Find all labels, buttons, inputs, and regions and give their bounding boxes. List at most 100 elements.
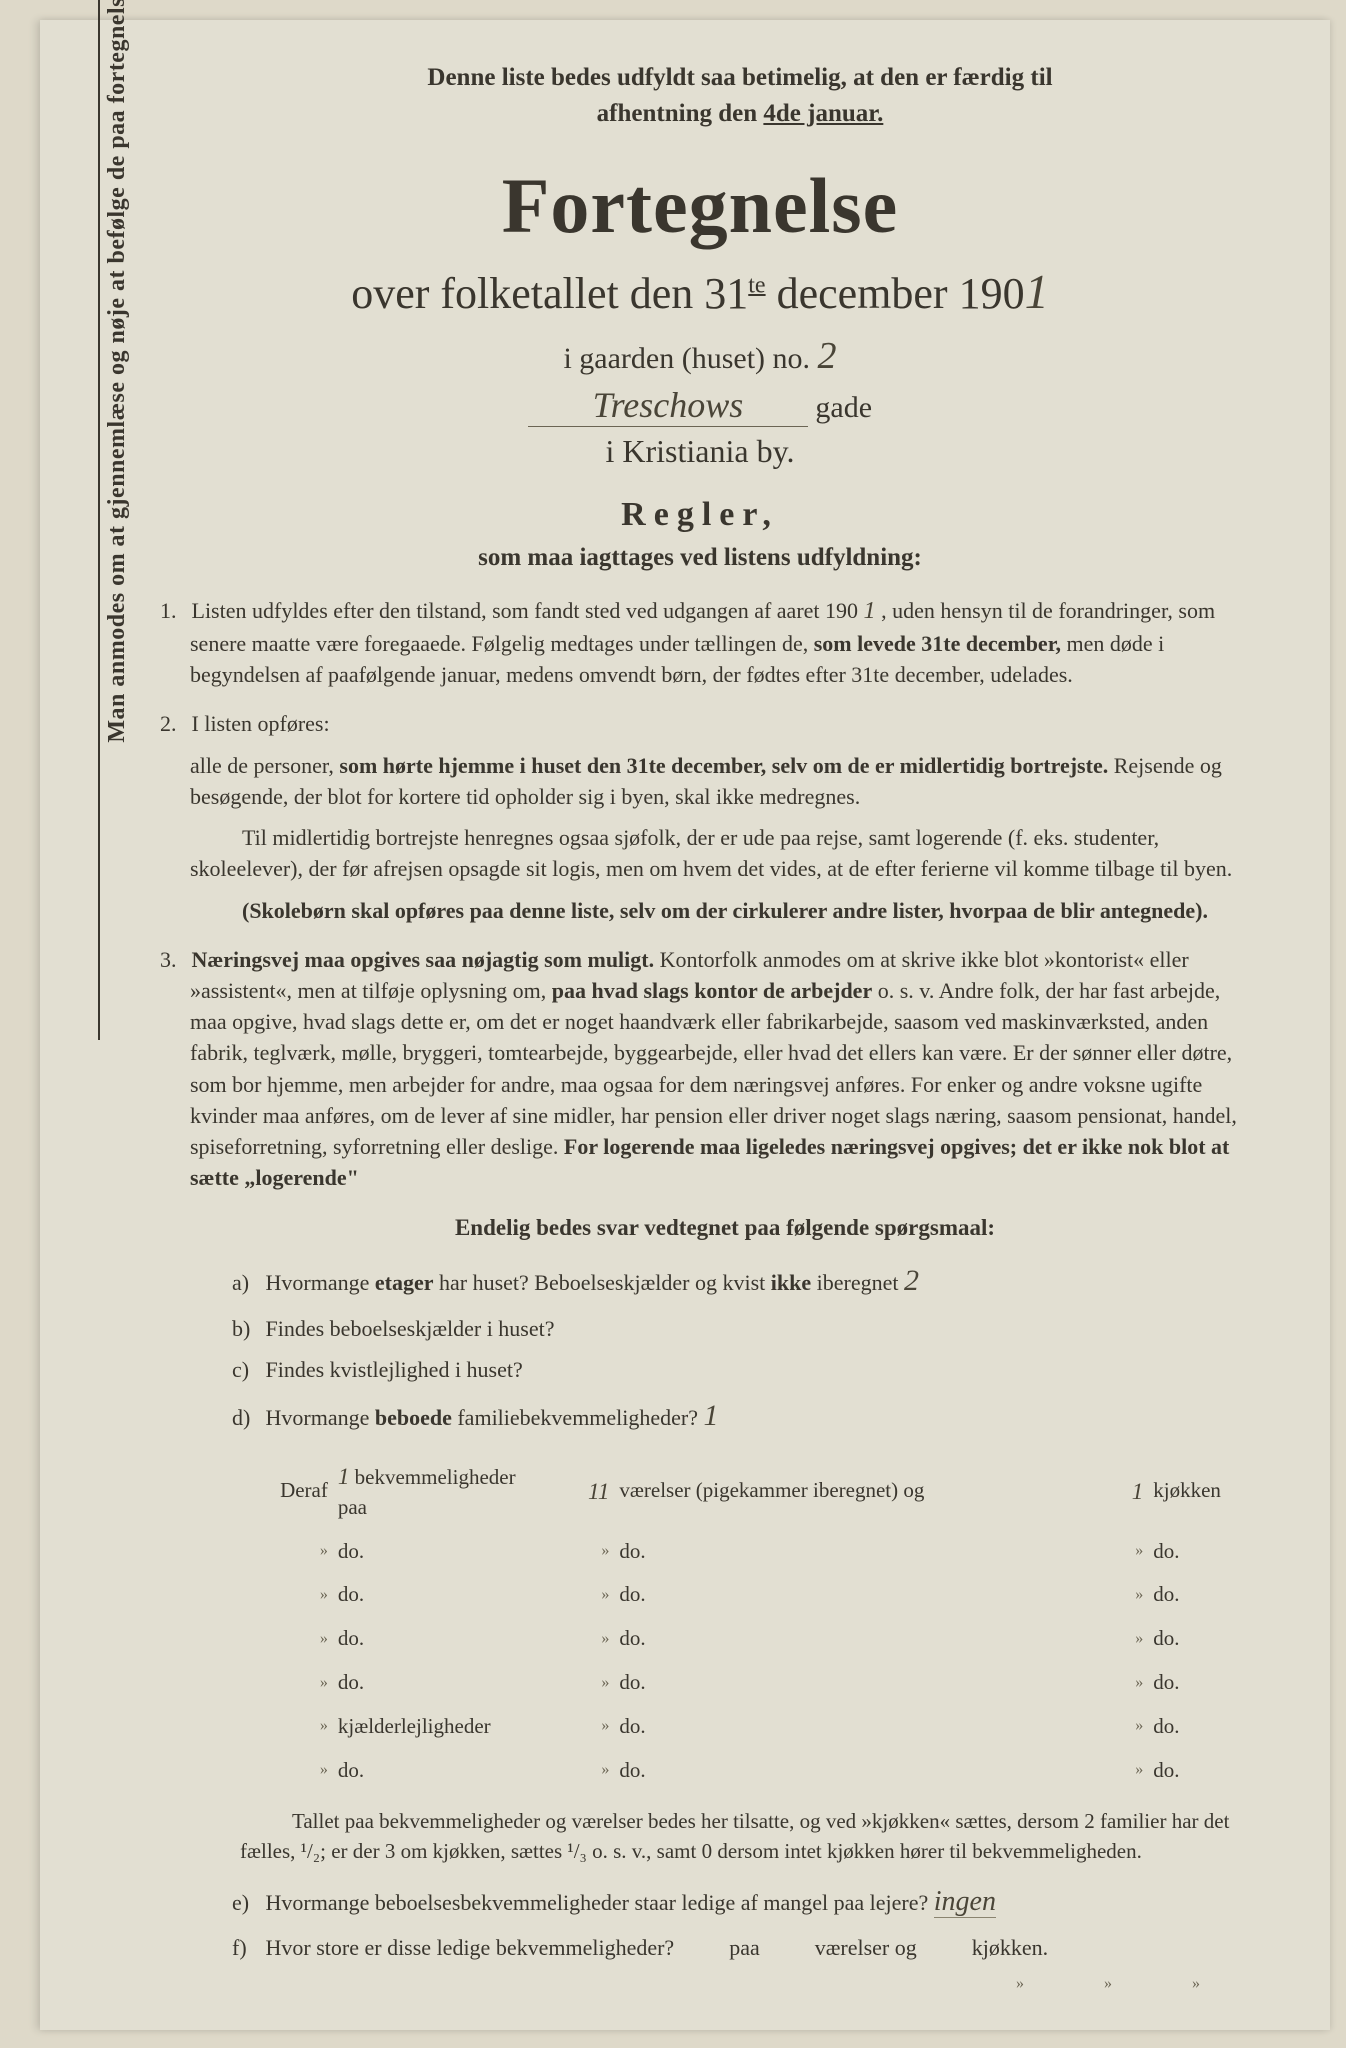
cell <box>833 1662 1087 1704</box>
table-row: »do.»do.»do. <box>272 1662 1268 1704</box>
cell <box>833 1531 1087 1573</box>
qa-a: Hvormange <box>266 1270 375 1295</box>
cell <box>833 1750 1087 1792</box>
q-letter: f) <box>232 1932 260 1963</box>
cell: » <box>1089 1750 1148 1792</box>
cell: » <box>1089 1706 1148 1748</box>
cell: do. <box>1149 1574 1268 1616</box>
gaard-line: i gaarden (huset) no. 2 <box>140 334 1260 378</box>
subtitle: over folketallet den 31te december 1901 <box>140 265 1260 320</box>
qd-c: familiebekvemmeligheder? <box>452 1405 704 1430</box>
qe-answer: ingen <box>934 1886 996 1918</box>
cell: » <box>272 1531 332 1573</box>
cell <box>833 1706 1087 1748</box>
table-row: Deraf 1 bekvemmeligheder paa 11 værelser… <box>272 1454 1268 1529</box>
rule2-bold: som hørte hjemme i huset den 31te decemb… <box>339 753 1108 778</box>
document-page: Man anmodes om at gjennemlæse og nøje at… <box>40 20 1330 2030</box>
table-row: »do.»do.»do. <box>272 1531 1268 1573</box>
q-letter: b) <box>232 1313 260 1344</box>
rules-list: 1. Listen udfyldes efter den tilstand, s… <box>190 594 1260 1996</box>
rule3-c: paa hvad slags kontor de arbejder <box>552 978 872 1003</box>
top-note-line2a: afhentning den <box>597 100 764 127</box>
cell: do. <box>1149 1618 1268 1660</box>
rule-number: 3. <box>160 944 186 975</box>
year-handwritten: 1 <box>1025 266 1049 319</box>
cell: 1 <box>1089 1454 1148 1529</box>
cell: 11 <box>554 1454 613 1529</box>
tallet-para: Tallet paa bekvemmeligheder og værelser … <box>240 1807 1260 1866</box>
question-e: e) Hvormange beboelsesbekvemmeligheder s… <box>232 1882 1260 1922</box>
top-note-date: 4de januar. <box>763 100 883 127</box>
cell: do. <box>334 1618 552 1660</box>
cell: do. <box>615 1531 830 1573</box>
cell: 1 bekvemmeligheder paa <box>334 1454 552 1529</box>
rule1-text-a: Listen udfyldes efter den tilstand, som … <box>192 598 859 623</box>
cell: » <box>554 1750 613 1792</box>
cell: » <box>272 1574 332 1616</box>
rule1-year: 1 <box>864 597 876 624</box>
cell: do. <box>1149 1706 1268 1748</box>
cell <box>833 1574 1087 1616</box>
q-letter: e) <box>232 1887 260 1918</box>
rule-2: 2. I listen opføres: alle de personer, s… <box>190 708 1260 925</box>
cell: do. <box>615 1618 830 1660</box>
cell: » <box>554 1531 613 1573</box>
cell: » <box>272 1662 332 1704</box>
question-list-2: e) Hvormange beboelsesbekvemmeligheder s… <box>232 1882 1260 1996</box>
cell: » <box>554 1706 613 1748</box>
rooms-table: Deraf 1 bekvemmeligheder paa 11 værelser… <box>270 1452 1270 1794</box>
endelig-heading: Endelig bedes svar vedtegnet paa følgend… <box>190 1212 1260 1245</box>
cell: kjøkken <box>1149 1454 1268 1529</box>
qf-b: paa <box>729 1935 760 1960</box>
cell: » <box>1089 1574 1148 1616</box>
qf-a: Hvor store er disse ledige bekvemmelighe… <box>266 1935 675 1960</box>
street-name: Treschows <box>528 384 808 427</box>
q-letter: d) <box>232 1402 260 1433</box>
qd-answer: 1 <box>704 1399 719 1432</box>
cell: do. <box>1149 1662 1268 1704</box>
rules-heading: Regler, <box>140 496 1260 534</box>
qa-c: har huset? Beboelseskjælder og kvist <box>433 1270 770 1295</box>
rule1-bold: som levede 31te december, <box>814 631 1061 656</box>
subtitle-sup: te <box>748 272 765 298</box>
cell: » <box>1089 1618 1148 1660</box>
qa-d: ikke <box>771 1270 811 1295</box>
side-instruction: Man anmodes om at gjennemlæse og nøje at… <box>98 0 131 1040</box>
deraf-label: Deraf <box>272 1454 332 1529</box>
cell: do. <box>615 1662 830 1704</box>
question-a: a) Hvormange etager har huset? Beboelses… <box>232 1260 1260 1303</box>
gade-suffix: gade <box>815 391 872 424</box>
subtitle-b: december 190 <box>766 269 1025 318</box>
rule2-body: alle de personer, som hørte hjemme i hus… <box>190 750 1260 812</box>
rule2-p3: (Skolebørn skal opføres paa denne liste,… <box>190 895 1260 926</box>
top-note: Denne liste bedes udfyldt saa betimelig,… <box>260 60 1220 133</box>
cell: do. <box>615 1706 830 1748</box>
question-b: b) Findes beboelseskjælder i huset? <box>232 1313 1260 1344</box>
qf-c: værelser og <box>815 1935 917 1960</box>
table-row: »do.»do.»do. <box>272 1618 1268 1660</box>
qf-d: kjøkken. <box>972 1935 1048 1960</box>
deraf-n3: 1 <box>1132 1478 1144 1504</box>
q-letter: a) <box>232 1267 260 1298</box>
top-note-line1: Denne liste bedes udfyldt saa betimelig,… <box>427 64 1052 91</box>
table-row: »do.»do.»do. <box>272 1750 1268 1792</box>
cell: » <box>554 1618 613 1660</box>
question-list: a) Hvormange etager har huset? Beboelses… <box>232 1260 1260 1438</box>
rule2-p2: Til midlertidig bortrejste henregnes ogs… <box>190 822 1260 884</box>
deraf-c: værelser (pigekammer iberegnet) og <box>619 1478 924 1502</box>
cell: » <box>554 1662 613 1704</box>
rule-3: 3. Næringsvej maa opgives saa nøjagtig s… <box>190 944 1260 1194</box>
cell: do. <box>1149 1531 1268 1573</box>
rule3-a: Næringsvej maa opgives saa nøjagtig som … <box>192 947 655 972</box>
rule-number: 1. <box>160 595 186 626</box>
cell: værelser (pigekammer iberegnet) og <box>615 1454 1086 1529</box>
cell: » <box>272 1618 332 1660</box>
gade-line: Treschows gade <box>140 384 1260 427</box>
qd-b: beboede <box>375 1405 452 1430</box>
ditto-row: » » » <box>232 1973 1260 1996</box>
cell <box>833 1618 1087 1660</box>
rule2-head: I listen opføres: <box>192 711 330 736</box>
rule3-d: o. s. v. Andre folk, der har fast arbejd… <box>190 978 1237 1159</box>
table-row: »do.»do.»do. <box>272 1574 1268 1616</box>
cell: kjælderlejligheder <box>334 1706 552 1748</box>
